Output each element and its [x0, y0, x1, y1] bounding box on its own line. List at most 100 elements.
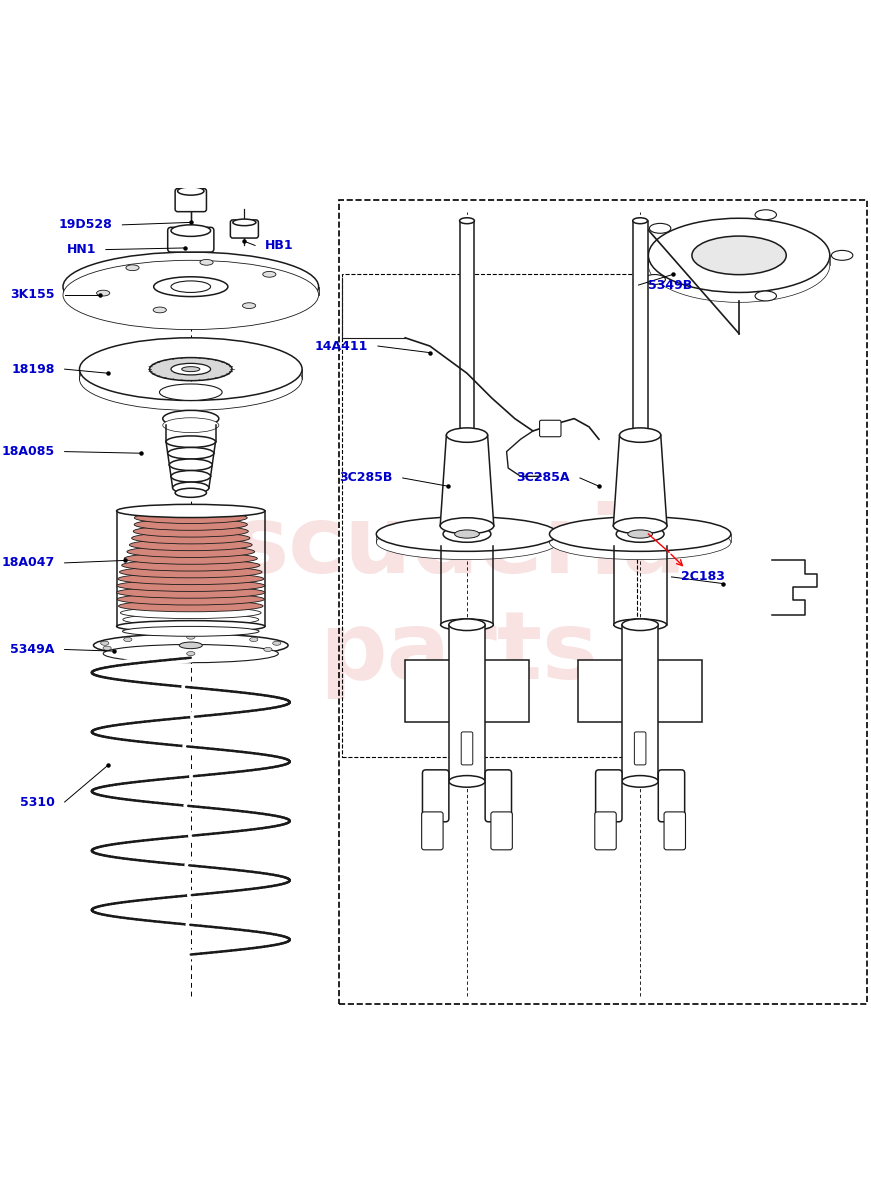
Bar	[460, 221, 475, 436]
Ellipse shape	[446, 428, 488, 443]
Ellipse shape	[150, 358, 232, 380]
Ellipse shape	[132, 533, 250, 544]
FancyBboxPatch shape	[658, 770, 685, 822]
FancyBboxPatch shape	[596, 770, 622, 822]
Ellipse shape	[550, 517, 731, 551]
Ellipse shape	[186, 652, 195, 655]
Ellipse shape	[613, 517, 667, 534]
Ellipse shape	[171, 364, 211, 374]
Ellipse shape	[172, 482, 209, 493]
Ellipse shape	[104, 644, 279, 662]
Ellipse shape	[79, 338, 302, 401]
Ellipse shape	[233, 220, 256, 226]
Ellipse shape	[441, 619, 493, 630]
Ellipse shape	[118, 594, 265, 605]
FancyBboxPatch shape	[168, 227, 214, 252]
Ellipse shape	[120, 607, 261, 618]
FancyBboxPatch shape	[422, 812, 443, 850]
Ellipse shape	[171, 281, 211, 293]
Ellipse shape	[101, 641, 109, 646]
Ellipse shape	[179, 642, 202, 649]
Text: 3K155: 3K155	[10, 288, 55, 301]
Ellipse shape	[134, 518, 247, 530]
Ellipse shape	[622, 619, 658, 630]
Ellipse shape	[755, 210, 776, 220]
Bar	[632, 221, 647, 436]
FancyBboxPatch shape	[422, 770, 449, 822]
FancyBboxPatch shape	[462, 732, 473, 764]
Ellipse shape	[182, 367, 199, 372]
Text: 5349B: 5349B	[648, 278, 692, 292]
Ellipse shape	[134, 505, 248, 517]
Ellipse shape	[153, 277, 228, 296]
Ellipse shape	[166, 436, 215, 448]
Ellipse shape	[117, 504, 265, 517]
Text: 14A411: 14A411	[314, 340, 368, 353]
Ellipse shape	[692, 236, 787, 275]
Ellipse shape	[125, 620, 256, 632]
Ellipse shape	[103, 646, 111, 650]
Ellipse shape	[632, 217, 647, 223]
Ellipse shape	[650, 223, 671, 233]
Ellipse shape	[648, 218, 830, 293]
Ellipse shape	[123, 614, 259, 625]
Ellipse shape	[440, 517, 494, 534]
Ellipse shape	[153, 307, 166, 313]
Ellipse shape	[250, 637, 258, 642]
Ellipse shape	[171, 470, 211, 482]
Ellipse shape	[460, 217, 475, 223]
Ellipse shape	[124, 637, 132, 642]
Ellipse shape	[619, 428, 661, 443]
Ellipse shape	[163, 410, 219, 427]
Text: 18A085: 18A085	[2, 445, 55, 458]
FancyBboxPatch shape	[664, 812, 685, 850]
Ellipse shape	[127, 546, 254, 558]
Bar	[449, 625, 485, 781]
Ellipse shape	[628, 530, 652, 538]
Ellipse shape	[616, 526, 664, 542]
Text: 5349A: 5349A	[10, 643, 55, 656]
Ellipse shape	[126, 265, 139, 271]
Ellipse shape	[644, 275, 665, 284]
Bar	[622, 625, 658, 781]
Ellipse shape	[263, 271, 276, 277]
Ellipse shape	[449, 775, 485, 787]
Ellipse shape	[79, 348, 302, 410]
Text: HB1: HB1	[265, 239, 294, 252]
FancyBboxPatch shape	[175, 188, 206, 211]
Ellipse shape	[118, 600, 263, 612]
FancyBboxPatch shape	[539, 420, 561, 437]
Ellipse shape	[125, 553, 257, 564]
Ellipse shape	[376, 524, 557, 559]
FancyBboxPatch shape	[230, 220, 259, 238]
Ellipse shape	[63, 252, 319, 322]
Bar	[166, 424, 215, 442]
Ellipse shape	[93, 634, 288, 656]
Ellipse shape	[449, 619, 485, 630]
Ellipse shape	[171, 224, 211, 236]
Ellipse shape	[122, 559, 260, 571]
Ellipse shape	[133, 526, 248, 538]
Text: HN1: HN1	[66, 244, 96, 256]
Ellipse shape	[63, 260, 319, 330]
Text: 5310: 5310	[20, 796, 55, 809]
Text: scuderia
parts: scuderia parts	[232, 500, 685, 700]
FancyBboxPatch shape	[634, 732, 646, 764]
Ellipse shape	[242, 302, 256, 308]
Ellipse shape	[163, 418, 219, 433]
Text: 18A047: 18A047	[2, 557, 55, 569]
Ellipse shape	[186, 635, 195, 640]
Ellipse shape	[755, 292, 776, 301]
Polygon shape	[405, 660, 529, 721]
Ellipse shape	[97, 290, 110, 296]
Text: 18198: 18198	[11, 362, 55, 376]
Ellipse shape	[119, 566, 262, 578]
Ellipse shape	[273, 641, 281, 646]
Ellipse shape	[134, 512, 247, 523]
Ellipse shape	[455, 530, 479, 538]
FancyBboxPatch shape	[485, 770, 511, 822]
Text: 3C285A: 3C285A	[517, 472, 570, 485]
Ellipse shape	[169, 460, 213, 470]
Ellipse shape	[443, 526, 491, 542]
Ellipse shape	[168, 448, 214, 460]
